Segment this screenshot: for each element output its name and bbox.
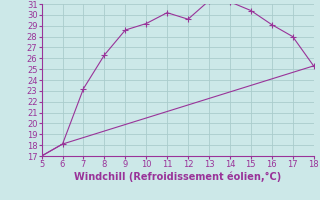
X-axis label: Windchill (Refroidissement éolien,°C): Windchill (Refroidissement éolien,°C) — [74, 172, 281, 182]
